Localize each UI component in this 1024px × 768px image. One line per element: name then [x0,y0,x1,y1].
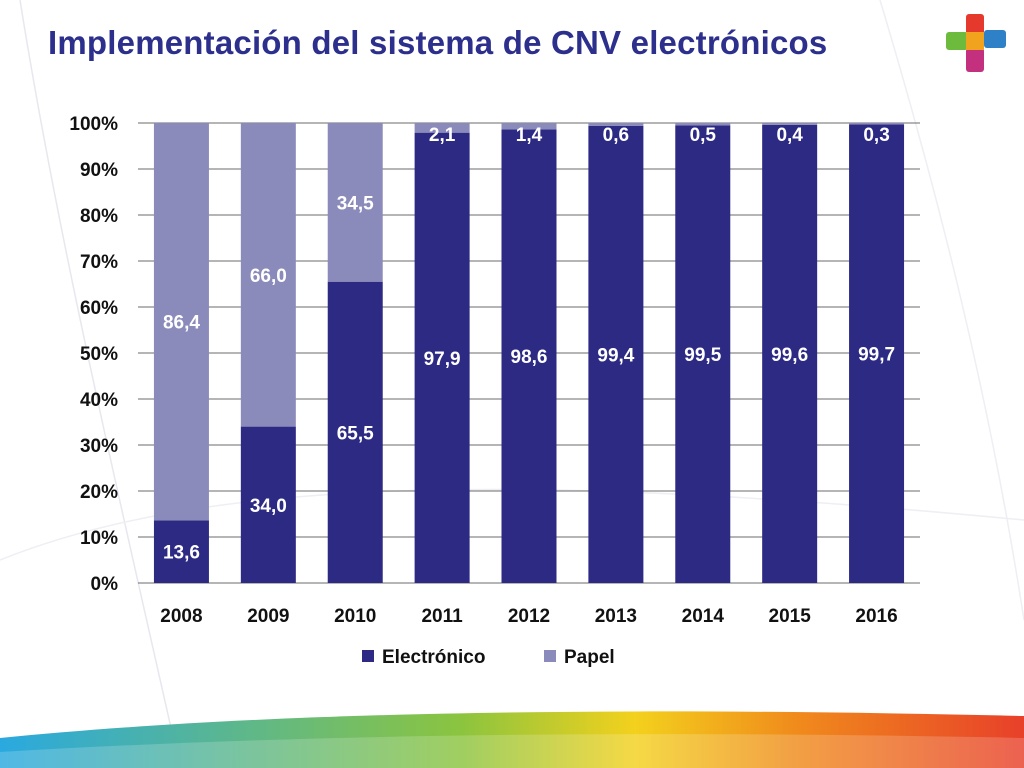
bar-segment [762,124,818,583]
data-label: 0,6 [603,125,629,146]
data-label: 66,0 [250,266,287,287]
data-label: 97,9 [424,349,461,370]
bar-segment [588,125,644,583]
data-label: 1,4 [516,125,543,146]
data-label: 0,4 [776,125,803,146]
data-label: 98,6 [511,347,548,368]
legend-swatch [544,650,556,662]
x-tick-label: 2015 [769,606,812,627]
bar-segment [675,123,731,126]
legend-label: Papel [564,647,615,668]
y-tick-label: 50% [80,344,118,365]
data-label: 34,5 [337,193,374,214]
background-arc [879,0,1024,621]
y-tick-label: 10% [80,528,118,549]
bar-segment [240,426,296,583]
data-label: 99,4 [597,345,634,366]
data-label: 99,5 [684,345,721,366]
bar-segment [849,124,905,583]
y-tick-label: 60% [80,298,118,319]
bar-segment [153,520,209,583]
data-label: 2,1 [429,125,456,146]
bar-segment [588,123,644,126]
data-label: 0,3 [863,125,889,146]
page-title: Implementación del sistema de CNV electr… [48,24,828,61]
y-tick-label: 90% [80,160,118,181]
y-tick-label: 80% [80,206,118,227]
bar-segment [153,123,209,521]
data-label: 13,6 [163,543,200,564]
y-tick-label: 40% [80,390,118,411]
x-tick-label: 2010 [334,606,376,627]
data-label: 65,5 [337,423,374,444]
data-label: 99,7 [858,345,895,366]
data-label: 99,6 [771,345,808,366]
legend-label: Electrónico [382,647,485,668]
bar-segment [675,125,731,584]
y-tick-label: 0% [91,574,119,595]
y-tick-label: 20% [80,482,118,503]
x-tick-label: 2008 [160,606,202,627]
background-arc [19,0,181,768]
x-tick-label: 2016 [855,606,897,627]
x-tick-label: 2014 [682,606,725,627]
bar-segment [327,281,383,583]
bar-segment [327,123,383,282]
data-label: 34,0 [250,496,287,517]
bar-segment [501,129,557,583]
x-tick-label: 2011 [421,606,463,627]
bar-segment [414,123,470,133]
bar-segment [240,123,296,427]
legend-swatch [362,650,374,662]
y-tick-label: 100% [69,114,118,135]
bar-segment [414,132,470,583]
y-tick-label: 70% [80,252,118,273]
bar-segment [849,123,905,125]
y-tick-label: 30% [80,436,118,457]
data-label: 0,5 [690,125,717,146]
x-tick-label: 2012 [508,606,550,627]
x-tick-label: 2009 [247,606,289,627]
bar-segment [501,123,557,130]
bar-segment [762,123,818,125]
x-tick-label: 2013 [595,606,637,627]
data-label: 86,4 [163,313,200,334]
health-cross-logo-icon [946,14,1006,72]
